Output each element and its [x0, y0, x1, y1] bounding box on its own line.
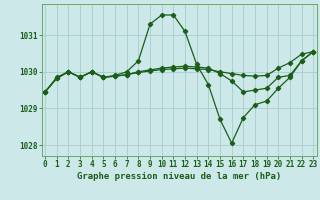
X-axis label: Graphe pression niveau de la mer (hPa): Graphe pression niveau de la mer (hPa): [77, 172, 281, 181]
